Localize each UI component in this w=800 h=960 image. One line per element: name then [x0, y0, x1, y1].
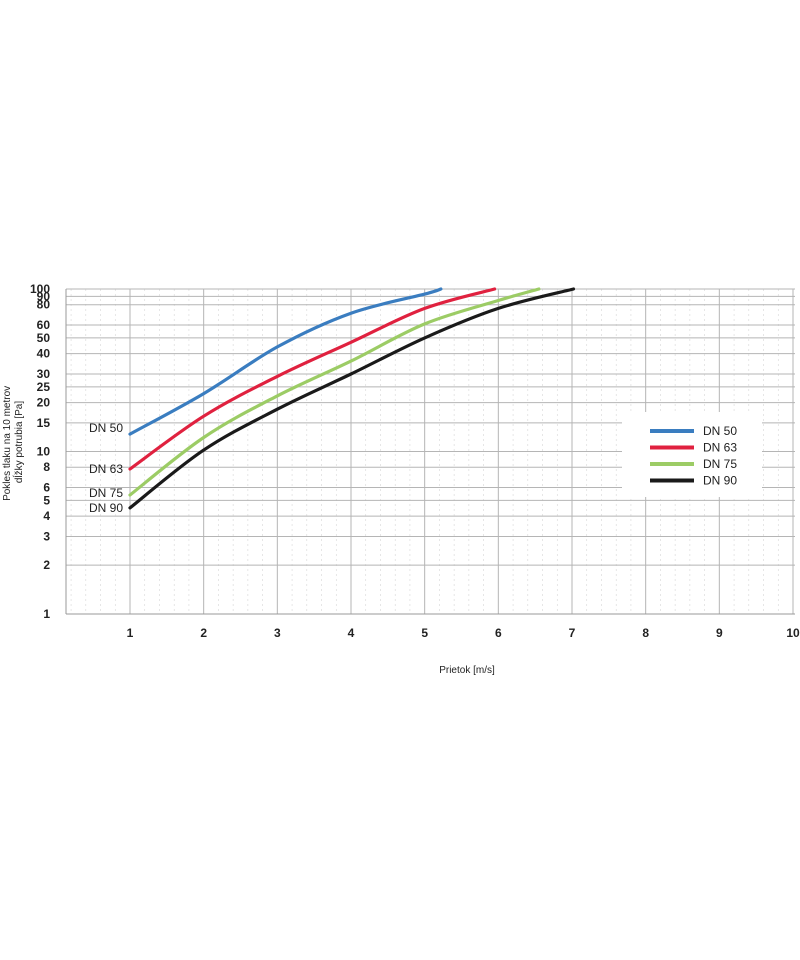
y-tick-label: 8 — [43, 460, 50, 474]
series-label-dn-50: DN 50 — [89, 421, 123, 435]
x-tick-label: 9 — [716, 626, 723, 640]
y-tick-label: 25 — [37, 380, 51, 394]
y-tick-label: 4 — [43, 509, 50, 523]
y-tick-label: 15 — [37, 416, 51, 430]
y-tick-label: 40 — [37, 347, 51, 361]
legend-box — [622, 412, 762, 497]
y-tick-label: 90 — [37, 289, 51, 303]
x-tick-label: 10 — [786, 626, 800, 640]
series-label-dn-63: DN 63 — [89, 462, 123, 476]
series-line-dn-50 — [128, 287, 443, 436]
series-line-dn-75 — [128, 287, 541, 497]
series-line-dn-63 — [128, 287, 497, 471]
y-tick-label: 60 — [37, 318, 51, 332]
y-tick-label: 100 — [30, 282, 50, 296]
x-tick-label: 1 — [127, 626, 134, 640]
y-axis-title-line-1: Pokles tlaku na 10 metrov — [2, 386, 13, 501]
chart-legend: DN 50 DN 63 DN 75 DN 90 — [622, 412, 762, 497]
y-tick-label: 5 — [43, 493, 50, 507]
legend-label-dn-63: DN 63 — [703, 441, 737, 455]
y-tick-label: 10 — [37, 445, 51, 459]
x-tick-label: 5 — [421, 626, 428, 640]
y-tick-label: 20 — [37, 396, 51, 410]
series-label-dn-75: DN 75 — [89, 486, 123, 500]
y-tick-label: 50 — [37, 331, 51, 345]
y-tick-label: 3 — [43, 529, 50, 543]
x-tick-label: 4 — [348, 626, 355, 640]
legend-label-dn-90: DN 90 — [703, 474, 737, 488]
x-tick-label: 6 — [495, 626, 502, 640]
y-tick-label: 1 — [43, 607, 50, 621]
x-tick-label: 2 — [200, 626, 207, 640]
legend-label-dn-50: DN 50 — [703, 424, 737, 438]
y-tick-label: 2 — [43, 558, 50, 572]
x-tick-label: 8 — [642, 626, 649, 640]
y-axis-title: Pokles tlaku na 10 metrov dĺžky potrubia… — [2, 383, 25, 501]
series-line-dn-90 — [128, 287, 576, 510]
x-tick-label: 7 — [569, 626, 576, 640]
legend-label-dn-75: DN 75 — [703, 457, 737, 471]
y-axis-title-line-2: dĺžky potrubia [Pa] — [12, 401, 25, 483]
x-axis-ticks: 1 2 3 4 5 6 7 8 9 10 — [127, 626, 800, 640]
y-tick-label: 30 — [37, 367, 51, 381]
chart-lines — [128, 287, 576, 510]
y-tick-label: 80 — [37, 298, 51, 312]
y-tick-label: 6 — [43, 481, 50, 495]
series-label-dn-90: DN 90 — [89, 501, 123, 515]
x-axis-title: Prietok [m/s] — [439, 665, 495, 676]
x-tick-label: 3 — [274, 626, 281, 640]
